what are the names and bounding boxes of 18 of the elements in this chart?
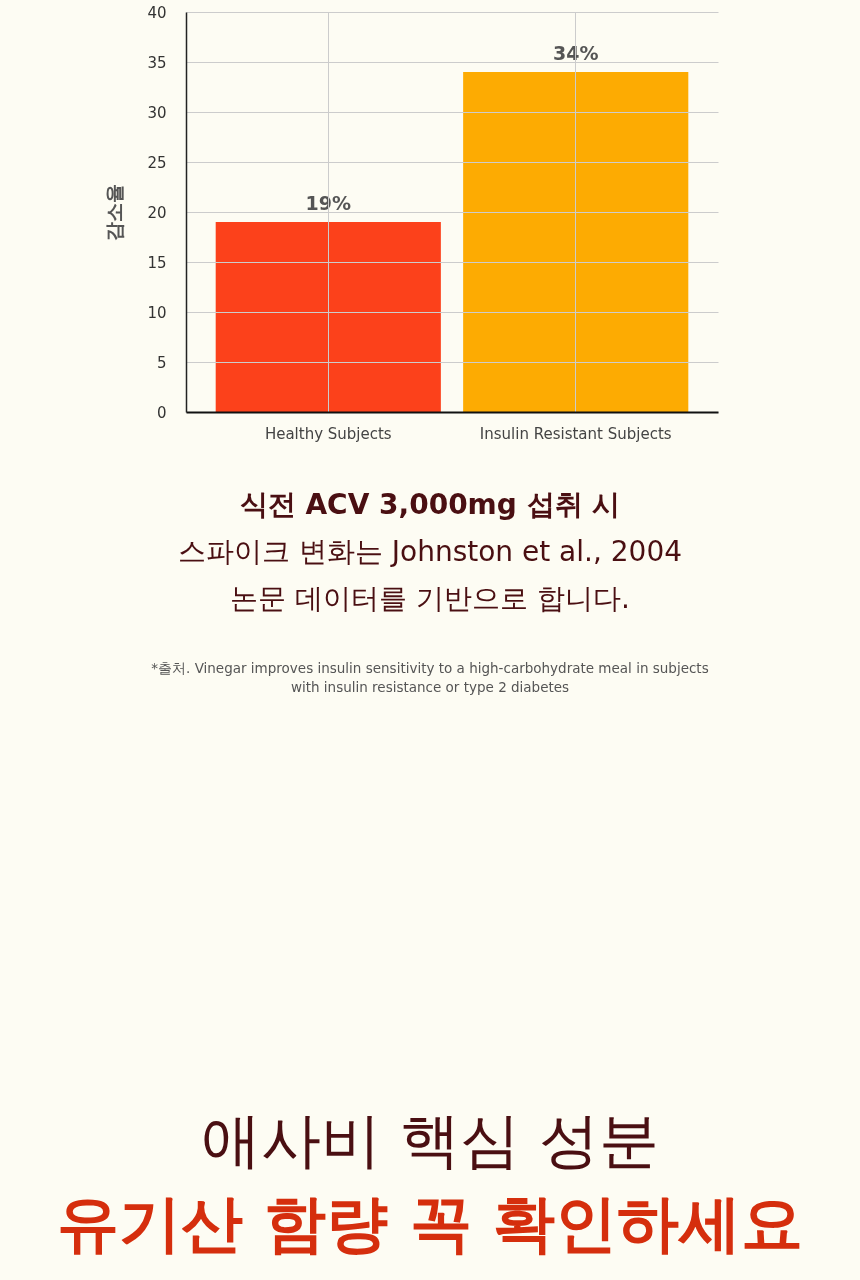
- y-tick-label: 10: [147, 303, 167, 322]
- y-tick-label: 30: [147, 103, 167, 122]
- y-tick-label: 25: [147, 153, 167, 172]
- y-tick-label: 40: [147, 3, 167, 22]
- text: 유기산 함량 꼭 확인하세요: [56, 1187, 804, 1260]
- y-axis-title: 감소율: [103, 184, 126, 241]
- text: 식전 ACV 3,000mg 섭취 시 스파이크 변화는 Johnston et al., 2004 논문 데이터를 기반으로 합니다.: [177, 488, 683, 615]
- y-tick-label: 15: [147, 253, 167, 272]
- y-tick-label: 0: [156, 403, 167, 422]
- x-tick-label: Healthy Subjects: [264, 424, 392, 443]
- x-tick-label: Insulin Resistant Subjects: [479, 424, 672, 443]
- y-tick-label: 35: [147, 53, 167, 72]
- data-label: 19%: [305, 192, 352, 214]
- text: 애사비 핵심 성분: [200, 1105, 660, 1175]
- data-label: 34%: [552, 42, 599, 64]
- text: *출처. Vinegar improves insulin sensitivity to a high-carbohydrate meal in subjects with insulin resistance or type 2 diabetes: [151, 660, 709, 695]
- y-tick-label: 5: [156, 353, 167, 372]
- y-tick-label: 20: [147, 203, 167, 222]
